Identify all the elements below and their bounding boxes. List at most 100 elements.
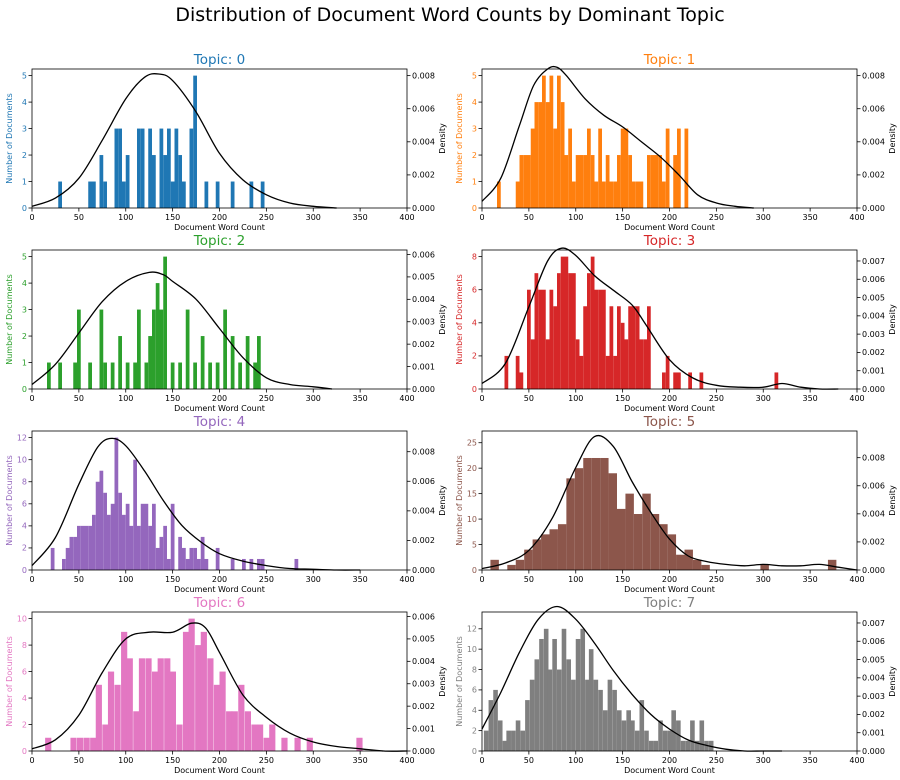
histogram-bar [77, 525, 81, 570]
y-tick-label: 6 [22, 500, 27, 509]
histogram-bar [62, 558, 66, 570]
histogram-bar [164, 658, 171, 751]
histogram-bar [608, 473, 617, 570]
x-tick-label: 350 [802, 213, 817, 222]
x-tick-label: 0 [479, 394, 484, 403]
y2-tick-label: 0.000 [862, 747, 885, 756]
histogram-bar [579, 355, 584, 389]
x-tick-label: 0 [479, 213, 484, 222]
histogram-bar [579, 155, 584, 208]
histogram-bar [182, 631, 190, 751]
histogram-bar [125, 503, 130, 570]
histogram-bar [88, 181, 92, 208]
x-tick-label: 250 [259, 213, 274, 222]
y-tick-label: 2 [22, 720, 27, 729]
x-tick-label: 100 [568, 213, 583, 222]
histogram-bar [594, 181, 599, 208]
histogram-bar [662, 372, 666, 389]
y2-tick-label: 0.000 [862, 566, 885, 575]
histogram-bar [170, 503, 175, 570]
y-tick-label: 3 [472, 124, 477, 133]
histogram-bar [553, 128, 557, 208]
y2-axis-label: Density [438, 123, 447, 154]
x-tick-label: 300 [756, 213, 771, 222]
y-tick-label: 2 [22, 151, 27, 160]
histogram-bar [159, 309, 164, 389]
y2-tick-label: 0.008 [412, 71, 435, 80]
histogram-bar [125, 155, 130, 208]
histogram-bar [600, 457, 609, 570]
x-tick-label: 0 [29, 213, 34, 222]
x-tick-label: 50 [524, 394, 534, 403]
histogram-bar [587, 273, 591, 389]
density-curve [481, 65, 754, 209]
histogram-bar [230, 558, 235, 570]
histogram-bars [490, 457, 837, 570]
y2-tick-label: 0.001 [862, 367, 885, 376]
histogram-bar [189, 547, 194, 570]
x-tick-label: 100 [118, 213, 133, 222]
histogram-bar [653, 740, 659, 751]
histogram-bar [564, 155, 569, 208]
histogram-bar [260, 181, 265, 208]
subplot-topic-4: Topic: 40 50 100 150 200 250 300 350 400Document… [5, 414, 447, 594]
histogram-bar [140, 503, 145, 570]
histogram-bar [208, 362, 212, 389]
histogram-bar [647, 306, 651, 389]
histogram-bar [483, 730, 489, 751]
histogram-bar [572, 181, 576, 208]
y-tick-label: 25 [467, 439, 477, 448]
subplot-title: Topic: 1 [643, 52, 695, 68]
y-tick-label: 0 [22, 747, 27, 756]
histogram-bar [667, 730, 673, 751]
histogram-bar [648, 740, 654, 751]
histogram-bar [497, 720, 503, 751]
histogram-bar [527, 289, 531, 389]
histogram-bar [549, 75, 554, 208]
y2-tick-label: 0.002 [862, 538, 885, 547]
histogram-bar [602, 710, 608, 751]
histogram-bar [639, 339, 644, 389]
histogram-bar [542, 289, 546, 389]
subplot-topic-5: Topic: 50 50 100 150 200 250 300 350 400Document… [455, 414, 897, 594]
histogram-bar [583, 155, 587, 208]
histogram-bar [628, 155, 632, 208]
x-tick-label: 50 [74, 575, 84, 584]
histogram-bar [676, 554, 685, 570]
y2-tick-label: 0.004 [862, 138, 885, 147]
x-tick-label: 100 [568, 394, 583, 403]
y2-tick-label: 0.003 [412, 680, 435, 689]
subplot-title: Topic: 4 [193, 414, 245, 430]
histogram-bar [488, 700, 494, 751]
x-axis-label: Document Word Count [174, 585, 265, 594]
histogram-bars [50, 437, 299, 570]
histogram-bar [617, 710, 622, 751]
histogram-bar [306, 737, 313, 751]
histogram-bar [665, 128, 670, 208]
y2-tick-label: 0.002 [862, 710, 885, 719]
x-tick-label: 400 [849, 575, 864, 584]
histogram-bar [538, 102, 542, 208]
y-axis-label: Number of Documents [5, 274, 14, 365]
y2-tick-label: 0.004 [412, 138, 435, 147]
histogram-bar [598, 289, 602, 389]
x-tick-label: 200 [662, 213, 677, 222]
histogram-bar [249, 558, 254, 570]
histogram-bar [549, 289, 554, 389]
histogram-bar [88, 525, 92, 570]
y-tick-label: 12 [467, 625, 477, 634]
histogram-bar [677, 128, 681, 208]
histogram-bar [520, 730, 526, 751]
y2-tick-label: 0.001 [412, 724, 435, 733]
y2-tick-label: 0.006 [412, 250, 435, 259]
y-axis-label: Number of Documents [5, 636, 14, 727]
x-axis-label: Document Word Count [624, 766, 715, 775]
histogram-bar [612, 689, 617, 751]
histogram-bar [80, 525, 85, 570]
subplot-title: Topic: 2 [193, 233, 245, 249]
histogram-bar [193, 75, 197, 208]
y2-tick-label: 0.005 [862, 293, 885, 302]
histogram-bar [122, 181, 126, 208]
histogram-bar [197, 558, 201, 570]
subplot-title: Topic: 6 [193, 595, 245, 611]
